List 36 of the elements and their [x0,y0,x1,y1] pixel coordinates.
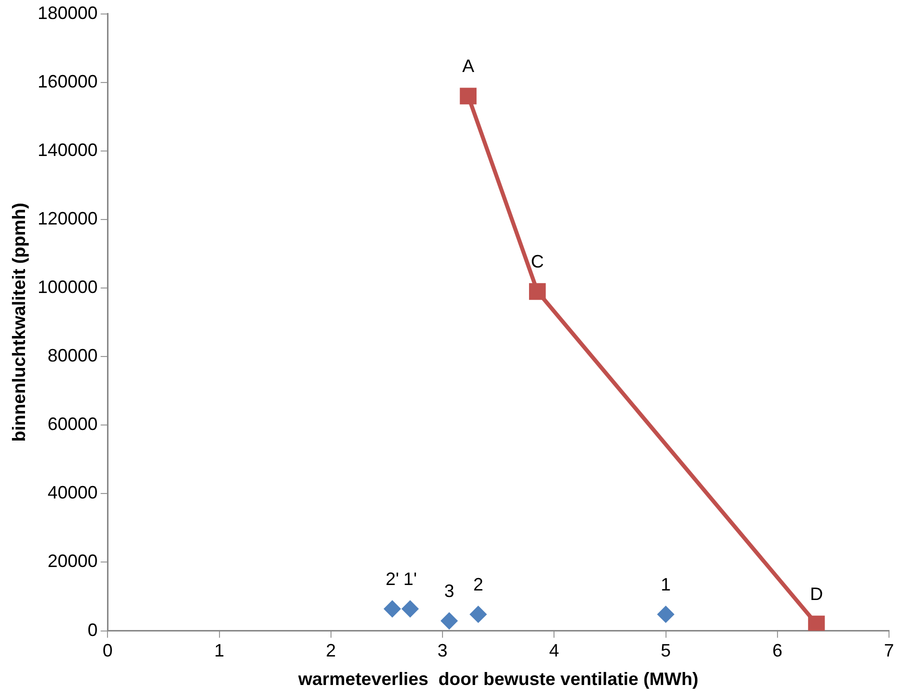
annotation: C [530,251,544,272]
point [402,600,419,618]
annotation: D [810,584,823,604]
y-tick-label: 100000 [38,276,98,297]
x-tick-label: 0 [102,640,113,661]
x-tick-label: 4 [549,640,560,661]
x-tick-label: 2 [326,640,336,661]
x-axis-title: warmeteverlies door bewuste ventilatie (MWh) [297,669,698,690]
y-tick-label: 0 [88,620,98,640]
y-tick-label: 180000 [38,2,98,23]
annotation: 1 [660,574,671,594]
point [384,600,401,618]
y-tick-label: 120000 [38,208,98,228]
y-tick-label: 140000 [38,140,98,160]
y-tick-label: 20000 [48,551,98,572]
point [470,606,487,623]
point [808,616,825,631]
point [529,283,546,300]
y-axis-title: binnenluchtkwaliteit (ppmh) [8,202,29,442]
y-tick-label: 60000 [48,414,98,434]
annotation: 2' [386,568,400,589]
y-tick-label: 80000 [48,346,98,366]
annotation: 2 [473,574,484,594]
x-tick-label: 3 [438,640,448,661]
x-tick-label: 5 [660,640,671,661]
annotation: 1' [403,568,417,589]
point [440,612,458,630]
y-tick-label: 160000 [38,71,98,92]
x-tick-label: 6 [772,640,782,661]
y-tick-label: 40000 [48,482,98,503]
annotation: A [462,56,474,76]
point [460,88,477,104]
annotation: 3 [444,580,454,601]
point [657,606,674,623]
x-tick-label: 1 [214,640,224,661]
x-tick-label: 7 [884,640,894,661]
